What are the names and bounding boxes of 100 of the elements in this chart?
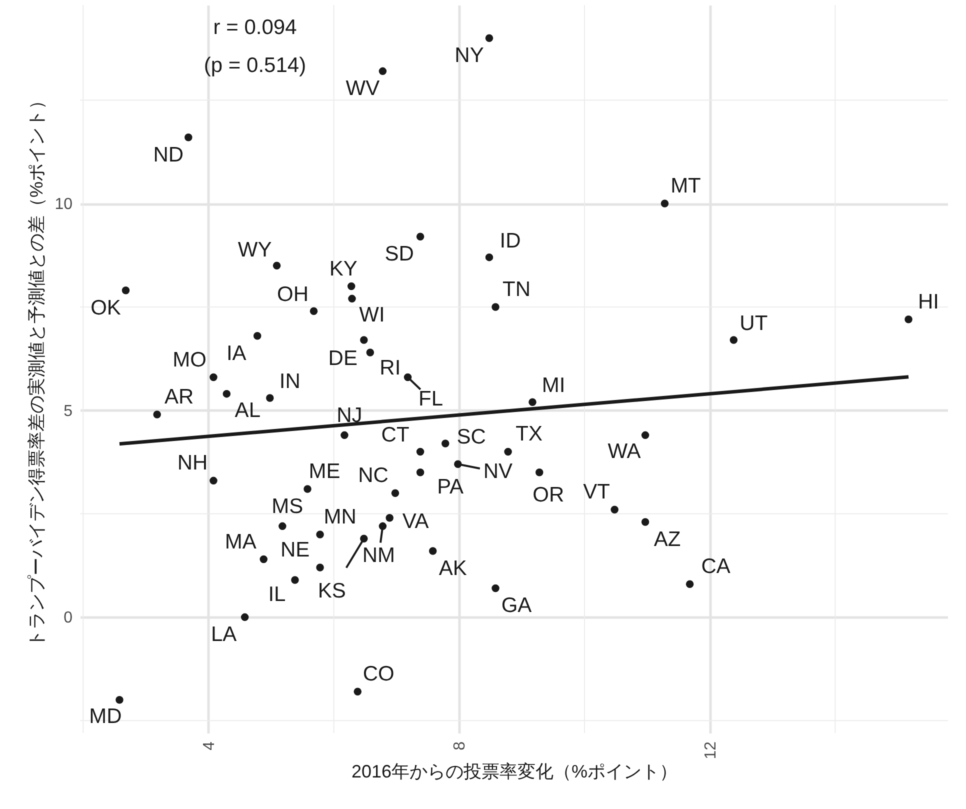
point — [528, 398, 536, 406]
annotation: MT — [670, 174, 702, 198]
y-tick-label: 10 — [54, 196, 73, 214]
point — [610, 506, 618, 514]
point — [210, 476, 218, 485]
annotation: TN — [502, 278, 531, 301]
annotation: IL — [268, 582, 286, 606]
annotation: WI — [359, 304, 385, 327]
point — [253, 332, 262, 340]
point — [492, 584, 500, 592]
point — [310, 307, 318, 315]
point — [340, 431, 348, 440]
annotation: AZ — [654, 528, 681, 552]
annotation: AR — [164, 386, 194, 408]
annotation: ME — [308, 460, 340, 483]
x-axis-title: 2016年からの投票率変化（%ポイント） — [351, 761, 678, 782]
annotation: FL — [418, 387, 444, 410]
annotation: WY — [238, 238, 272, 262]
annotation: UT — [740, 312, 768, 336]
annotation: MS — [272, 495, 304, 518]
point — [360, 336, 368, 344]
annotation: RI — [380, 356, 401, 380]
annotation: OK — [90, 296, 121, 320]
point — [416, 448, 424, 456]
point — [260, 555, 268, 564]
annotation: KY — [329, 257, 358, 280]
point — [354, 688, 362, 696]
point — [222, 390, 231, 398]
annotation: TX — [516, 422, 542, 446]
point — [428, 547, 437, 555]
annotation: HI — [918, 290, 940, 314]
point — [348, 294, 356, 303]
point — [492, 303, 500, 311]
point — [660, 200, 669, 208]
annotation: CT — [381, 424, 410, 447]
annotation: SD — [384, 242, 414, 266]
point — [504, 448, 512, 456]
annotation: NM — [362, 544, 396, 568]
annotation: MI — [542, 374, 566, 398]
annotation: OH — [277, 283, 309, 306]
annotation: SC — [456, 425, 486, 448]
annotation: WV — [346, 77, 380, 100]
x-tick-label: 4 — [200, 741, 218, 750]
annotation: VA — [402, 510, 429, 533]
annotation: WA — [608, 440, 641, 464]
point — [416, 468, 424, 476]
point — [686, 580, 694, 588]
point — [485, 253, 494, 262]
x-tick-label: 8 — [452, 741, 469, 750]
annotation: PA — [437, 475, 464, 498]
annotation: NV — [483, 460, 513, 484]
annotation: CO — [362, 662, 394, 686]
point — [316, 530, 324, 538]
annotation: MD — [89, 704, 122, 728]
annotation: (p = 0.514) — [204, 54, 306, 77]
point — [366, 348, 374, 356]
point — [278, 522, 286, 530]
annotation: AL — [234, 398, 260, 422]
point — [641, 518, 650, 526]
annotation: GA — [501, 594, 532, 618]
point — [904, 316, 912, 324]
annotation: MA — [224, 530, 256, 554]
point — [347, 282, 356, 290]
annotation: DE — [328, 347, 358, 370]
annotation: LA — [210, 623, 237, 646]
point — [210, 373, 218, 382]
point — [378, 67, 387, 76]
point — [122, 286, 130, 294]
annotation: NY — [454, 44, 484, 68]
y-tick-label: 5 — [64, 402, 73, 420]
point — [153, 410, 161, 418]
point — [304, 485, 312, 493]
annotation: AK — [438, 557, 467, 580]
annotation: NJ — [336, 404, 362, 428]
point — [641, 431, 650, 440]
point — [240, 613, 249, 622]
y-tick-label: 0 — [64, 610, 73, 627]
x-tick-label: 12 — [702, 741, 720, 760]
point — [416, 232, 424, 240]
annotation: MO — [172, 348, 206, 372]
annotation: ID — [500, 229, 521, 252]
point — [391, 489, 400, 497]
point — [272, 262, 281, 270]
annotation: CA — [701, 555, 730, 578]
point — [536, 468, 544, 476]
y-axis-title: トランプーバイデン得票率差の実測値と予測値との差（%ポイント） — [26, 91, 47, 648]
point — [291, 576, 299, 584]
point — [386, 514, 394, 522]
point — [485, 34, 494, 42]
point — [266, 394, 274, 402]
point — [730, 336, 738, 344]
point — [184, 134, 192, 142]
annotation: MN — [324, 505, 356, 528]
annotation: NC — [358, 464, 388, 488]
annotation: KS — [318, 580, 346, 603]
annotation: IA — [226, 342, 246, 365]
annotation: r = 0.094 — [213, 16, 298, 39]
annotation: OR — [532, 483, 564, 506]
point — [316, 564, 324, 572]
annotation: IN — [279, 370, 300, 393]
